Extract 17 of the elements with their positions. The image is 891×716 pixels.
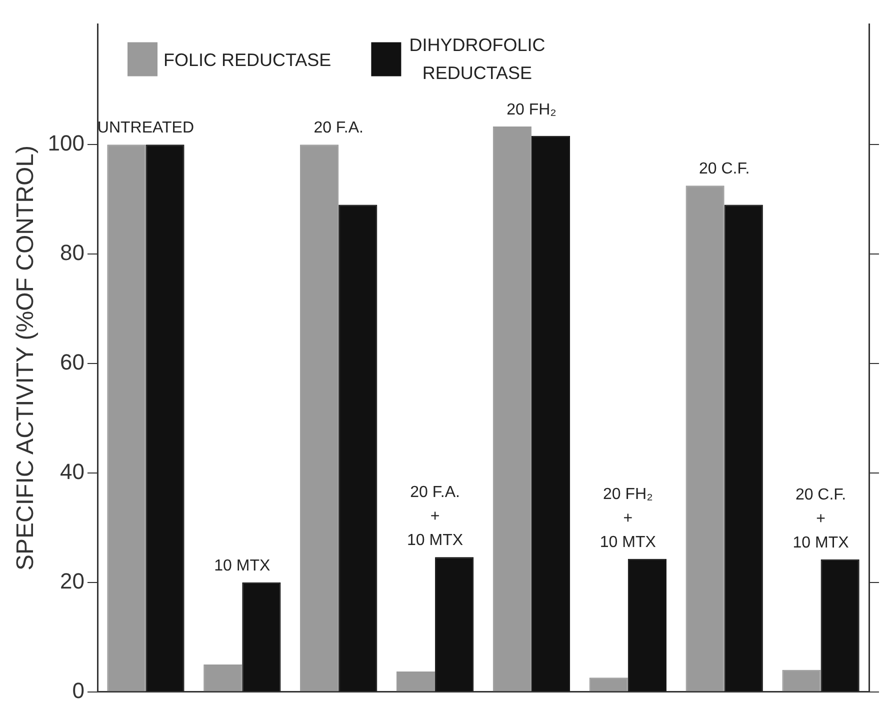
y-tick-label: 80 [60,240,85,266]
x-tick-label: 20 C.F. + 10 MTX [792,486,850,552]
legend-label: FOLIC REDUCTASE [164,50,332,70]
y-tick-label: 40 [60,458,85,484]
x-tick-label: 20 C.F. [699,160,750,178]
x-tick-label: 20 FH₂ [506,102,556,119]
x-tick-label: 20 F.A. + 10 MTX [407,484,464,550]
y-tick-label: 100 [48,130,85,156]
y-tick-label: 0 [72,678,85,703]
y-tick-label: 60 [60,350,85,375]
y-axis-title: SPECIFIC ACTIVITY (%OF CONTROL) [12,146,40,570]
x-tick-label: 10 MTX [214,557,270,574]
legend-label: DIHYDROFOLIC REDUCTASE [409,35,546,84]
x-tick-label: UNTREATED [97,120,194,137]
y-tick-label: 20 [60,568,85,594]
x-tick-label: 20 FH₂ + 10 MTX [600,486,656,551]
x-tick-label: 20 F.A. [314,120,364,137]
